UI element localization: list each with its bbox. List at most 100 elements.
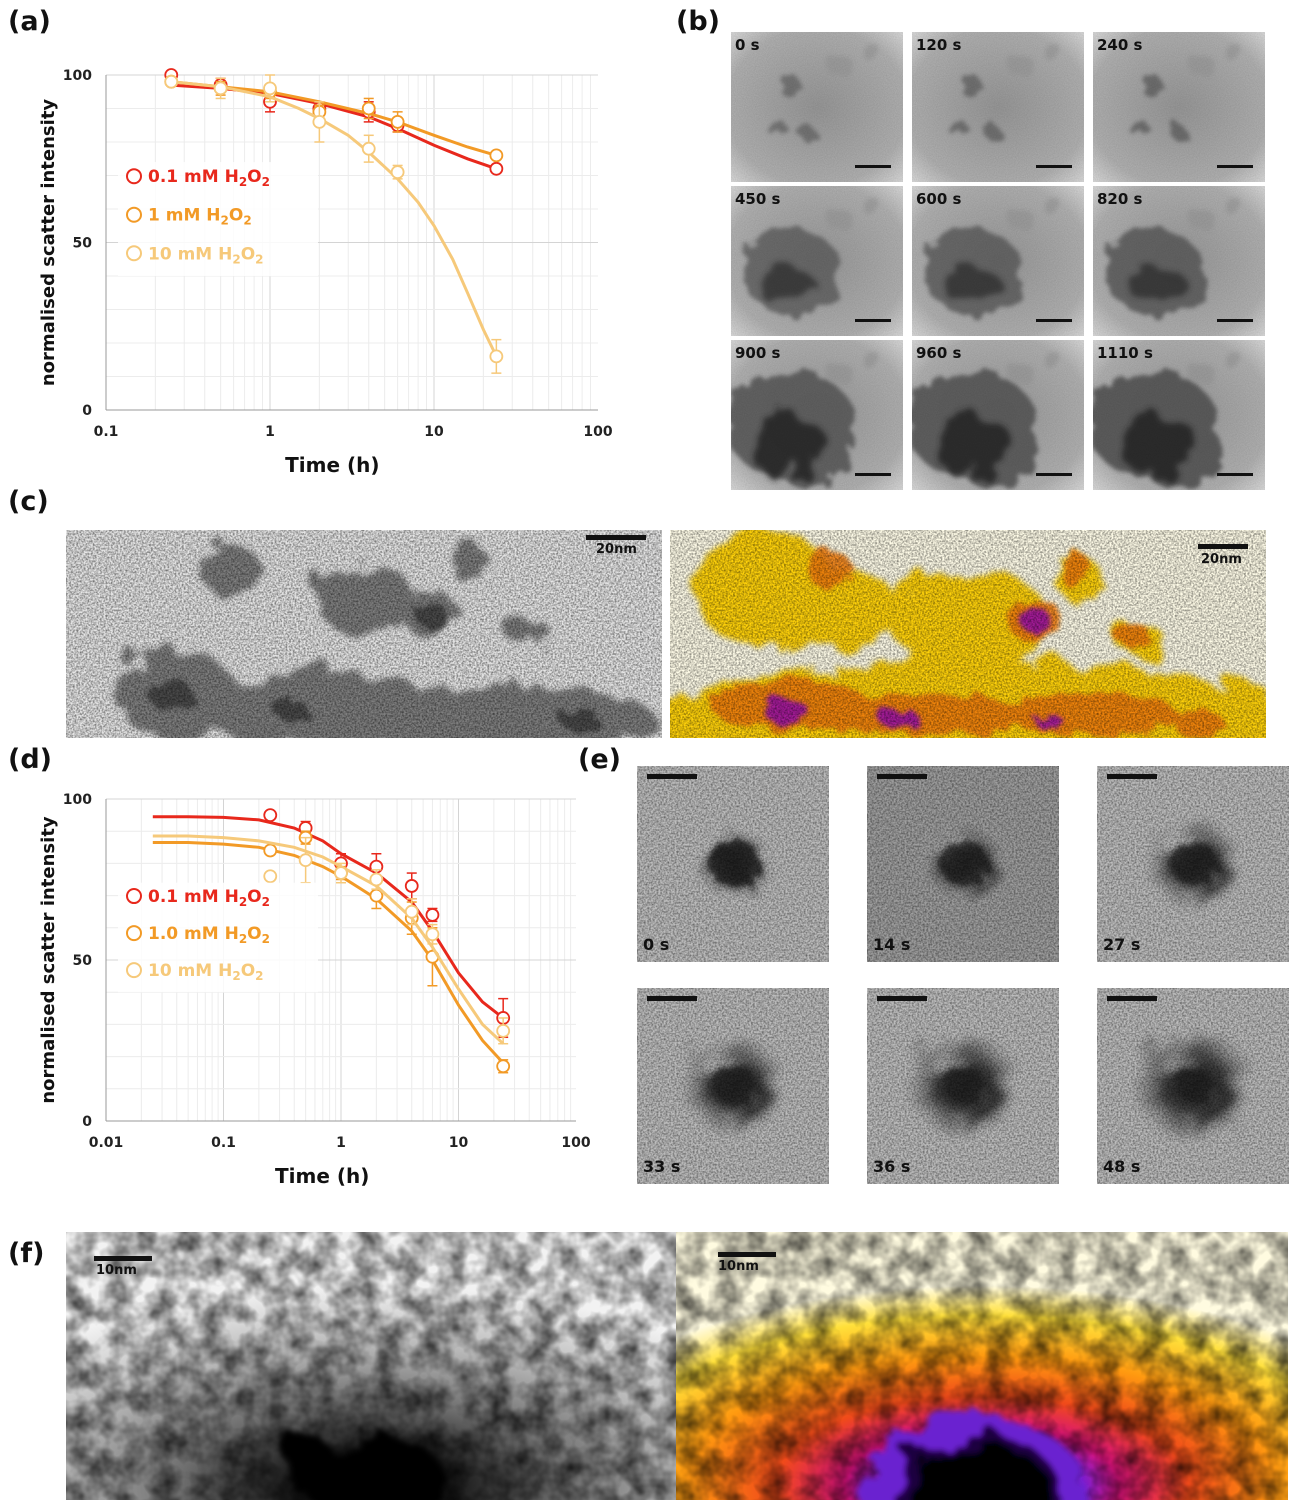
panel-label-b: (b) bbox=[676, 6, 721, 37]
data-point bbox=[164, 74, 179, 89]
scale-bar-c-left bbox=[586, 535, 646, 540]
frame-time-label: 33 s bbox=[643, 1157, 681, 1176]
legend-label: 10 mM H2O2 bbox=[148, 961, 264, 983]
micrograph-b-frame: 450 s bbox=[731, 186, 903, 336]
x-tick-label: 0.1 bbox=[211, 1135, 236, 1151]
legend-label: 1.0 mM H2O2 bbox=[148, 924, 270, 946]
micrograph-e-frame: 14 s bbox=[867, 766, 1059, 962]
scale-bar bbox=[647, 996, 697, 1001]
legend-bg bbox=[118, 162, 318, 276]
data-point bbox=[369, 872, 384, 887]
micrograph-f-heat: 10nm bbox=[676, 1232, 1288, 1500]
frame-time-label: 960 s bbox=[916, 344, 962, 362]
y-tick-label: 50 bbox=[73, 953, 93, 969]
data-point bbox=[312, 115, 327, 129]
micrograph-e-frame: 0 s bbox=[637, 766, 829, 962]
y-axis-label: normalised scatter intensity bbox=[38, 99, 59, 387]
frame-time-label: 27 s bbox=[1103, 935, 1141, 954]
y-tick-label: 0 bbox=[82, 1114, 92, 1130]
legend-marker bbox=[126, 245, 142, 262]
frame-time-label: 48 s bbox=[1103, 1157, 1141, 1176]
data-point bbox=[404, 904, 419, 919]
data-point bbox=[489, 161, 504, 176]
data-point bbox=[390, 115, 405, 129]
micrograph-b-frame: 240 s bbox=[1093, 32, 1265, 182]
micrograph-b-frame: 600 s bbox=[912, 186, 1084, 336]
frame-time-label: 0 s bbox=[643, 935, 670, 954]
frame-time-label: 240 s bbox=[1097, 36, 1143, 54]
scale-bar-f-left bbox=[94, 1256, 152, 1261]
micrograph-e-frame: 27 s bbox=[1097, 766, 1289, 962]
data-point bbox=[298, 853, 313, 868]
scale-bar bbox=[877, 774, 927, 779]
y-tick-label: 100 bbox=[63, 792, 92, 808]
scale-bar bbox=[1036, 165, 1072, 168]
panel-label-e: (e) bbox=[578, 744, 621, 775]
data-point bbox=[425, 927, 440, 942]
scale-bar bbox=[1107, 996, 1157, 1001]
data-point bbox=[404, 879, 419, 893]
micrograph-e-frame: 36 s bbox=[867, 988, 1059, 1184]
micrograph-e-frame: 33 s bbox=[637, 988, 829, 1184]
micrograph-b-frame: 1110 s bbox=[1093, 340, 1265, 490]
panel-label-c: (c) bbox=[8, 486, 49, 517]
scale-bar bbox=[1217, 473, 1253, 476]
legend-marker bbox=[126, 888, 142, 905]
legend-label: 0.1 mM H2O2 bbox=[148, 887, 270, 909]
scale-bar bbox=[1217, 165, 1253, 168]
data-point bbox=[390, 165, 405, 180]
y-tick-label: 100 bbox=[63, 68, 92, 84]
scale-bar bbox=[1036, 473, 1072, 476]
scale-label-c-left: 20nm bbox=[596, 542, 637, 557]
frame-time-label: 120 s bbox=[916, 36, 962, 54]
series-2 bbox=[164, 74, 504, 374]
series-2 bbox=[152, 834, 511, 1045]
data-point bbox=[425, 908, 440, 922]
data-point bbox=[213, 81, 228, 96]
scale-label-f-left: 10nm bbox=[96, 1263, 137, 1278]
data-point bbox=[334, 866, 348, 880]
y-tick-label: 50 bbox=[73, 236, 93, 252]
y-axis-label: normalised scatter intensity bbox=[38, 816, 59, 1104]
micrograph-b-frame: 820 s bbox=[1093, 186, 1265, 336]
data-point bbox=[361, 141, 376, 156]
legend-bg bbox=[118, 882, 318, 993]
legend-marker bbox=[126, 962, 142, 979]
legend: 0.1 mM H2O2 1.0 mM H2O2 10 mM H2O2 bbox=[118, 882, 318, 993]
x-tick-label: 10 bbox=[449, 1135, 469, 1151]
data-point bbox=[263, 869, 278, 884]
micrograph-f-gray: 10nm bbox=[66, 1232, 678, 1500]
scale-bar bbox=[1107, 774, 1157, 779]
x-axis-label: Time (h) bbox=[285, 453, 379, 477]
micrograph-b-frame: 120 s bbox=[912, 32, 1084, 182]
x-tick-label: 1 bbox=[336, 1135, 346, 1151]
legend-label: 0.1 mM H2O2 bbox=[148, 167, 270, 189]
scale-bar bbox=[855, 319, 891, 322]
y-tick-label: 0 bbox=[82, 403, 92, 419]
micrograph-b-frame: 0 s bbox=[731, 32, 903, 182]
frame-time-label: 36 s bbox=[873, 1157, 911, 1176]
frame-time-label: 450 s bbox=[735, 190, 781, 208]
frame-time-label: 14 s bbox=[873, 935, 911, 954]
frame-time-label: 820 s bbox=[1097, 190, 1143, 208]
frame-time-label: 0 s bbox=[735, 36, 760, 54]
data-point bbox=[496, 1023, 511, 1038]
scale-bar bbox=[877, 996, 927, 1001]
x-tick-label: 0.01 bbox=[89, 1135, 124, 1151]
legend-marker bbox=[126, 925, 142, 942]
x-tick-label: 100 bbox=[561, 1135, 590, 1151]
legend-marker bbox=[126, 206, 142, 223]
frame-time-label: 900 s bbox=[735, 344, 781, 362]
x-axis-label: Time (h) bbox=[275, 1164, 369, 1188]
data-point bbox=[263, 843, 278, 858]
chart-a: 0.1 1 10 100 0 50 100 Time (h) normalised scatte… bbox=[38, 68, 613, 477]
scale-bar bbox=[1217, 319, 1253, 322]
scale-bar bbox=[855, 165, 891, 168]
legend-label: 10 mM H2O2 bbox=[148, 244, 264, 266]
scale-label-c-right: 20nm bbox=[1201, 552, 1242, 567]
data-point bbox=[489, 349, 504, 364]
scale-bar bbox=[855, 473, 891, 476]
scale-bar bbox=[1036, 319, 1072, 322]
data-point bbox=[361, 101, 376, 116]
x-tick-label: 10 bbox=[424, 424, 444, 440]
